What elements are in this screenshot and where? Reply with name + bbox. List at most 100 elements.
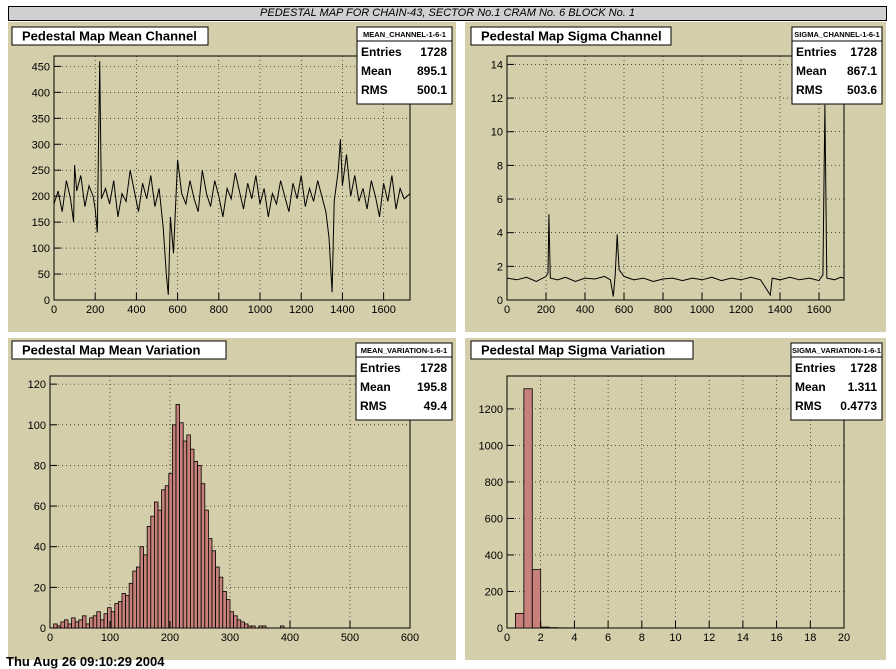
y-tick-label: 1200: [479, 404, 503, 416]
y-tick-label: 450: [32, 61, 50, 73]
histogram-bar: [111, 612, 115, 628]
histogram-bar: [79, 620, 83, 628]
y-tick-label: 120: [28, 379, 46, 391]
histogram-bar: [248, 626, 252, 628]
y-tick-label: 250: [32, 165, 50, 177]
x-tick-label: 18: [804, 632, 816, 644]
histogram-bar: [100, 620, 104, 628]
histogram-bar: [262, 626, 266, 628]
histogram-bar: [162, 490, 166, 628]
histogram-bar: [226, 600, 230, 628]
histogram-bar: [198, 465, 202, 628]
y-tick-label: 60: [34, 501, 46, 513]
y-tick-label: 400: [485, 550, 503, 562]
stats-entries-label: Entries: [361, 45, 402, 59]
stats-mean-value: 895.1: [417, 64, 447, 78]
y-tick-label: 2: [497, 261, 503, 273]
stats-rms-label: RMS: [360, 399, 387, 413]
stats-rms-label: RMS: [795, 399, 822, 413]
footer-timestamp: Thu Aug 26 09:10:29 2004: [6, 654, 164, 669]
histogram-bar: [223, 591, 227, 628]
histogram-bar: [126, 595, 130, 628]
stats-rms-value: 49.4: [424, 399, 448, 413]
histogram-bar: [154, 502, 158, 628]
histogram-bar: [136, 567, 140, 628]
x-tick-label: 500: [341, 632, 359, 644]
x-tick-label: 1600: [807, 304, 831, 316]
histogram-bar: [151, 516, 155, 628]
stats-entries-value: 1728: [420, 361, 447, 375]
stats-entries-label: Entries: [796, 45, 837, 59]
y-tick-label: 200: [485, 586, 503, 598]
stats-entries-label: Entries: [360, 361, 401, 375]
stats-rms-label: RMS: [796, 83, 823, 97]
histogram-bar: [122, 593, 126, 628]
x-tick-label: 14: [737, 632, 749, 644]
x-tick-label: 200: [86, 304, 104, 316]
stats-mean-value: 1.311: [848, 380, 878, 394]
histogram-bar: [118, 602, 122, 628]
histogram-bar: [158, 510, 162, 628]
stats-mean-label: Mean: [796, 64, 827, 78]
y-tick-label: 8: [497, 160, 503, 172]
y-tick-label: 150: [32, 217, 50, 229]
y-tick-label: 80: [34, 460, 46, 472]
x-tick-label: 600: [615, 304, 633, 316]
x-tick-label: 0: [47, 632, 53, 644]
y-tick-label: 20: [34, 582, 46, 594]
y-tick-label: 4: [497, 228, 503, 240]
histogram-bar: [57, 626, 61, 628]
chart-title: Pedestal Map Sigma Channel: [481, 29, 662, 44]
histogram-bar: [194, 461, 198, 628]
stats-entries-label: Entries: [795, 361, 836, 375]
y-tick-label: 0: [497, 295, 503, 307]
histogram-bar: [86, 624, 90, 628]
x-tick-label: 0: [51, 304, 57, 316]
x-tick-label: 0: [504, 304, 510, 316]
x-tick-label: 8: [639, 632, 645, 644]
y-tick-label: 10: [491, 127, 503, 139]
histogram-bar: [190, 449, 194, 628]
histogram-bar: [187, 435, 191, 628]
stats-name: MEAN_VARIATION-1-6-1: [361, 346, 447, 355]
histogram-bar: [144, 555, 148, 628]
histogram-bar: [252, 626, 256, 628]
histogram-bar: [169, 474, 173, 628]
chart-title: Pedestal Map Sigma Variation: [481, 343, 665, 358]
histogram-bar: [541, 627, 549, 628]
x-tick-label: 20: [838, 632, 850, 644]
x-tick-label: 600: [401, 632, 419, 644]
y-tick-label: 400: [32, 87, 50, 99]
histogram-bar: [212, 551, 216, 628]
histogram-bar: [108, 608, 112, 628]
y-tick-label: 350: [32, 113, 50, 125]
histogram-bar: [183, 441, 187, 628]
histogram-bar: [61, 622, 65, 628]
stats-name: SIGMA_VARIATION-1-6-1: [792, 346, 881, 355]
histogram-bar: [104, 614, 108, 628]
histogram-bar: [237, 620, 241, 628]
y-tick-label: 0: [497, 623, 503, 635]
x-tick-label: 0: [504, 632, 510, 644]
histogram-bar: [280, 626, 284, 628]
x-tick-label: 800: [210, 304, 228, 316]
x-tick-label: 4: [571, 632, 577, 644]
chart-title: Pedestal Map Mean Channel: [22, 29, 197, 44]
stats-name: SIGMA_CHANNEL-1-6-1: [794, 30, 879, 39]
histogram-bar: [82, 616, 86, 628]
stats-mean-label: Mean: [361, 64, 392, 78]
histogram-bar: [216, 567, 220, 628]
histogram-bar: [259, 626, 263, 628]
stats-rms-value: 500.1: [417, 83, 447, 97]
y-tick-label: 800: [485, 477, 503, 489]
y-tick-label: 200: [32, 191, 50, 203]
histogram-bar: [129, 583, 133, 628]
stats-mean-value: 195.8: [417, 380, 447, 394]
histogram-bar: [524, 389, 532, 628]
